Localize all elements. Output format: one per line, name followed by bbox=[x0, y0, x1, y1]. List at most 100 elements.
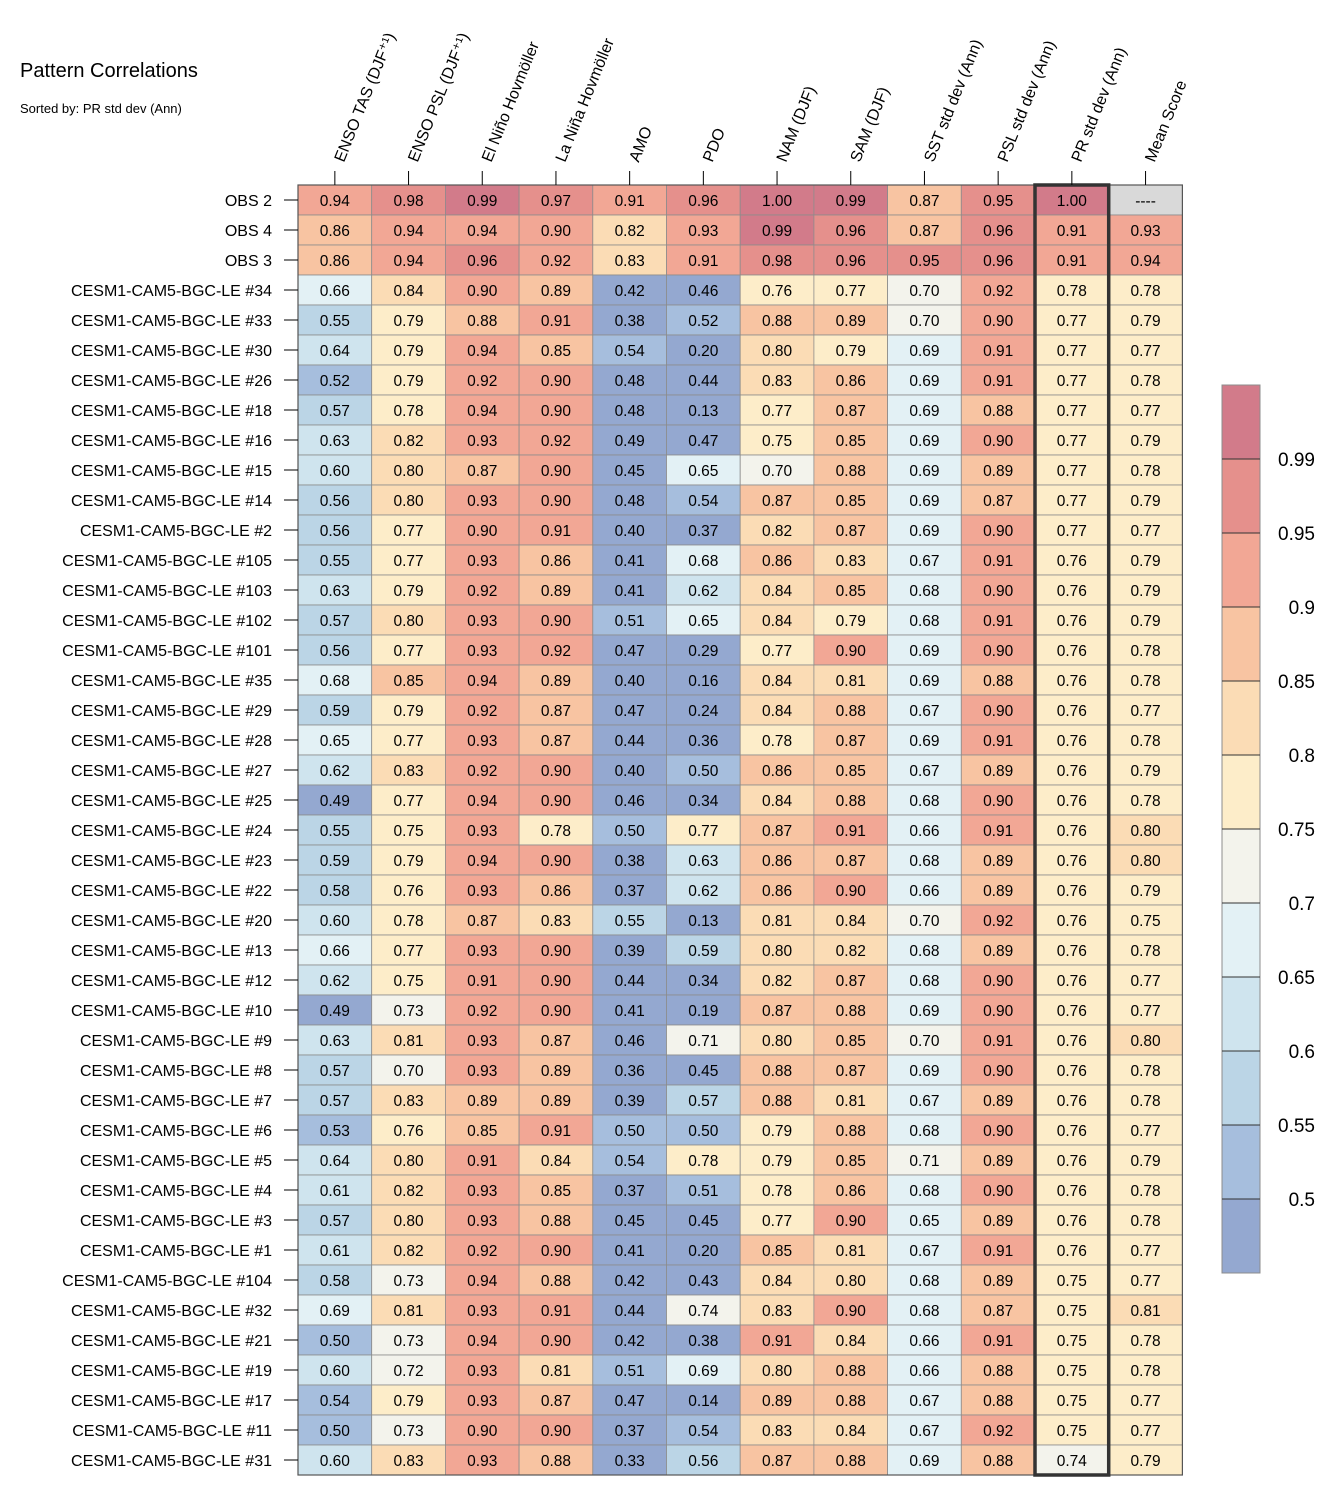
heatmap-cell bbox=[813, 694, 889, 726]
cell-value: 0.86 bbox=[762, 853, 792, 870]
cell-value: 0.76 bbox=[1057, 1153, 1087, 1170]
cell-value: 0.79 bbox=[762, 1123, 792, 1140]
cell-value: 0.81 bbox=[393, 1033, 423, 1050]
heatmap-cell bbox=[592, 1174, 667, 1206]
cell-value: 0.80 bbox=[393, 463, 424, 480]
cell-value: 0.48 bbox=[615, 493, 645, 510]
heatmap-cell bbox=[666, 814, 741, 846]
cell-value: 0.77 bbox=[1057, 313, 1087, 330]
heatmap-cell bbox=[1108, 904, 1183, 936]
heatmap-cell bbox=[1034, 1414, 1110, 1446]
cell-value: 0.80 bbox=[393, 1213, 424, 1230]
heatmap-cell bbox=[739, 934, 815, 966]
cell-value: 0.94 bbox=[467, 673, 498, 690]
cell-value: 0.66 bbox=[909, 883, 939, 900]
heatmap-cell bbox=[1108, 1084, 1183, 1116]
heatmap-cell bbox=[887, 1204, 962, 1236]
cell-value: 0.59 bbox=[320, 853, 350, 870]
heatmap-cell bbox=[813, 454, 889, 486]
row-label: CESM1-CAM5-BGC-LE #4 bbox=[80, 1183, 272, 1200]
cell-value: 0.84 bbox=[836, 1333, 867, 1350]
cell-value: 0.93 bbox=[467, 1213, 497, 1230]
cell-value: 0.86 bbox=[762, 883, 792, 900]
cell-value: 0.86 bbox=[762, 553, 792, 570]
heatmap-cell bbox=[371, 364, 446, 396]
heatmap-cell bbox=[1108, 454, 1183, 486]
cell-value: 0.42 bbox=[615, 1273, 645, 1290]
cell-value: 0.93 bbox=[467, 1063, 497, 1080]
heatmap-cell bbox=[666, 1114, 741, 1146]
cell-value: 0.90 bbox=[983, 1123, 1014, 1140]
heatmap-cell bbox=[1034, 304, 1110, 336]
cell-value: 0.81 bbox=[762, 913, 792, 930]
heatmap-cell bbox=[297, 214, 373, 246]
heatmap-cell bbox=[371, 424, 446, 456]
heatmap-cell bbox=[739, 634, 815, 666]
cell-value: 0.89 bbox=[541, 673, 571, 690]
heatmap-cell bbox=[518, 934, 594, 966]
cell-value: 0.91 bbox=[762, 1333, 792, 1350]
heatmap-cell bbox=[518, 274, 594, 306]
cell-value: 0.88 bbox=[983, 673, 1013, 690]
heatmap-cell bbox=[297, 1174, 373, 1206]
cell-value: 0.89 bbox=[541, 1063, 571, 1080]
column-label: PSL std dev (Ann) bbox=[995, 38, 1059, 164]
cell-value: 0.90 bbox=[983, 793, 1014, 810]
heatmap-cell bbox=[666, 394, 741, 426]
cell-value: 0.78 bbox=[762, 1183, 792, 1200]
heatmap-cell bbox=[297, 994, 373, 1026]
cell-value: 0.54 bbox=[615, 343, 646, 360]
heatmap-cell bbox=[887, 694, 962, 726]
cell-value: 0.63 bbox=[320, 583, 350, 600]
cell-value: 0.44 bbox=[615, 733, 646, 750]
cell-value: 0.68 bbox=[909, 973, 939, 990]
heatmap-cell bbox=[592, 1264, 667, 1296]
cell-value: 0.82 bbox=[762, 973, 792, 990]
cell-value: 0.91 bbox=[1057, 223, 1087, 240]
cell-value: 0.77 bbox=[762, 403, 792, 420]
heatmap-cell bbox=[960, 1144, 1036, 1176]
column-label: El Niño Hovmöller bbox=[479, 39, 543, 165]
heatmap-cell bbox=[960, 634, 1036, 666]
cell-value: 0.50 bbox=[320, 1423, 351, 1440]
heatmap-cell bbox=[592, 1354, 667, 1386]
cell-value: 0.88 bbox=[983, 1453, 1013, 1470]
cell-value: 0.51 bbox=[615, 1363, 645, 1380]
cell-value: 0.92 bbox=[541, 643, 571, 660]
cell-value: 0.96 bbox=[688, 193, 718, 210]
row-label: CESM1-CAM5-BGC-LE #32 bbox=[71, 1303, 272, 1320]
cell-value: 0.56 bbox=[688, 1453, 718, 1470]
cell-value: 0.96 bbox=[983, 223, 1013, 240]
cell-value: 0.66 bbox=[909, 1333, 939, 1350]
cell-value: 0.44 bbox=[615, 973, 646, 990]
cell-value: 0.78 bbox=[1130, 1213, 1160, 1230]
heatmap-cell bbox=[1108, 694, 1183, 726]
chart-subtitle: Sorted by: PR std dev (Ann) bbox=[20, 101, 182, 116]
heatmap-cell bbox=[444, 664, 520, 696]
heatmap-cell bbox=[1034, 844, 1110, 876]
cell-value: 0.24 bbox=[688, 703, 719, 720]
heatmap-cell bbox=[1034, 964, 1110, 996]
cell-value: 0.81 bbox=[836, 673, 866, 690]
cell-value: 0.78 bbox=[1130, 1333, 1160, 1350]
colorbar-tick-label: 0.85 bbox=[1278, 672, 1315, 693]
cell-value: 0.95 bbox=[983, 193, 1013, 210]
cell-value: 0.85 bbox=[541, 343, 571, 360]
heatmap-cell bbox=[960, 454, 1036, 486]
cell-value: 0.49 bbox=[320, 1003, 350, 1020]
heatmap-cell bbox=[1034, 1294, 1110, 1326]
cell-value: 0.68 bbox=[909, 943, 939, 960]
cell-value: 0.68 bbox=[909, 1303, 939, 1320]
cell-value: 0.91 bbox=[836, 823, 866, 840]
heatmap-cell bbox=[887, 1174, 962, 1206]
cell-value: 0.92 bbox=[541, 433, 571, 450]
cell-value: 0.94 bbox=[467, 793, 498, 810]
cell-value: 0.92 bbox=[467, 583, 497, 600]
cell-value: 0.79 bbox=[393, 583, 423, 600]
row-label: CESM1-CAM5-BGC-LE #2 bbox=[80, 523, 272, 540]
cell-value: 0.93 bbox=[467, 733, 497, 750]
heatmap-cell bbox=[297, 964, 373, 996]
cell-value: 0.76 bbox=[1057, 1123, 1087, 1140]
cell-value: 0.70 bbox=[909, 1033, 940, 1050]
heatmap-cell bbox=[887, 1294, 962, 1326]
